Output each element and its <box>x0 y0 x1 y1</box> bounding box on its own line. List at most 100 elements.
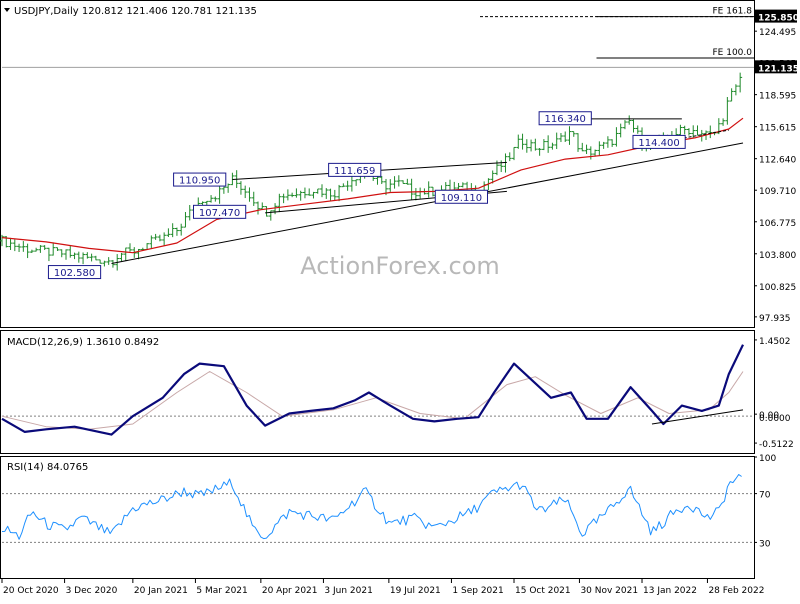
ohlc-bar <box>695 125 700 136</box>
fibo-level-label: FE 161.8 <box>713 7 753 17</box>
ohlc-bar <box>21 241 26 252</box>
ohlc-bar <box>106 257 111 265</box>
ohlc-bar <box>230 172 235 186</box>
ohlc-bar <box>68 246 73 258</box>
ohlc-bar <box>558 133 563 143</box>
ohlc-bar <box>251 191 256 206</box>
x-tick-label: 20 Jan 2021 <box>134 586 188 596</box>
ohlc-bar <box>345 180 350 191</box>
ohlc-bar <box>320 184 325 198</box>
annotation-box <box>632 134 686 149</box>
price-y-tick-label: 118.595 <box>759 92 796 102</box>
ohlc-bar <box>354 179 359 186</box>
annotation-box <box>538 111 592 126</box>
ohlc-bar <box>691 125 696 138</box>
ohlc-bar <box>85 252 90 259</box>
rsi-panel-frame <box>0 456 755 579</box>
ohlc-bar <box>81 252 86 265</box>
ohlc-bar <box>460 182 465 188</box>
ohlc-bar <box>324 188 329 199</box>
ohlc-bar <box>307 188 312 196</box>
ohlc-bar <box>682 125 687 135</box>
ohlc-bar <box>183 211 188 228</box>
ema-line <box>1 117 744 254</box>
ohlc-bar <box>580 142 585 152</box>
current-price-label-box <box>755 60 797 74</box>
ohlc-bar <box>302 187 307 199</box>
ohlc-bar <box>392 176 397 189</box>
ohlc-bar <box>337 184 342 202</box>
chevron-down-icon[interactable] <box>4 8 10 12</box>
price-y-tick-label: 115.615 <box>759 124 796 134</box>
price-y-tick-label: 112.640 <box>759 156 796 166</box>
rsi-y-tick-label: 30 <box>759 539 771 549</box>
ohlc-bar <box>729 88 734 102</box>
ohlc-bar <box>733 84 738 96</box>
ohlc-bar <box>614 127 619 147</box>
price-annotation: 114.400 <box>632 134 686 149</box>
macd-layer <box>1 344 754 436</box>
ohlc-bar <box>541 139 546 151</box>
ohlc-bar <box>571 131 576 137</box>
price-annotation: 107.470 <box>193 204 247 219</box>
ohlc-bar <box>349 175 354 192</box>
ohlc-bar <box>76 251 81 263</box>
annotation-text: 102.580 <box>54 268 95 279</box>
ohlc-bar <box>174 227 179 236</box>
price-annotation: 116.340 <box>538 111 592 126</box>
watermark: ActionForex.com <box>300 252 500 280</box>
annotation-text: 116.340 <box>545 114 586 125</box>
ohlc-bar <box>29 249 34 254</box>
annotation-text: 107.470 <box>199 208 240 219</box>
ohlc-bar <box>311 191 316 199</box>
ohlc-bar <box>98 259 103 264</box>
annotation-box <box>47 265 102 280</box>
ohlc-bar <box>388 179 393 192</box>
ohlc-bar <box>38 245 43 253</box>
current-price-label-text: 121.135 <box>758 64 799 74</box>
fibo-price-label-text: 125.850 <box>758 14 799 24</box>
ohlc-bar <box>64 249 69 260</box>
axes-layer: 124.495121.565118.595115.615112.640109.7… <box>1 9 799 596</box>
ohlc-bar <box>516 134 521 149</box>
ohlc-bar <box>379 175 384 185</box>
x-tick-label: 1 Sep 2021 <box>452 586 503 596</box>
macd-trendline <box>651 409 744 425</box>
ohlc-bar <box>140 247 145 251</box>
ohlc-bar <box>686 128 691 136</box>
ohlc-bar <box>59 249 64 258</box>
macd-title: MACD(12,26,9) 1.3610 0.8492 <box>7 337 159 348</box>
x-tick-label: 20 Apr 2021 <box>262 586 318 596</box>
ohlc-bar <box>46 247 51 262</box>
chart-header: USDJPY,Daily 120.812 121.406 120.781 121… <box>14 6 257 17</box>
ohlc-bar <box>622 120 627 130</box>
price-annotation: 109.110 <box>434 189 488 204</box>
ohlc-bar <box>725 97 730 125</box>
ohlc-bar <box>238 181 243 195</box>
ohlc-bar <box>209 195 214 203</box>
ohlc-bar <box>426 181 431 198</box>
ohlc-bar <box>529 139 534 152</box>
ohlc-bar <box>72 252 77 260</box>
price-y-tick-label: 100.825 <box>759 283 796 293</box>
ohlc-bar <box>149 235 154 249</box>
ohlc-bar <box>533 138 538 151</box>
annotation-box <box>193 204 247 219</box>
ohlc-bar <box>42 245 47 251</box>
ohlc-bar <box>102 260 107 267</box>
ohlc-bar <box>537 147 542 156</box>
ohlc-bar <box>546 135 551 153</box>
price-annotation: 110.950 <box>173 172 227 187</box>
trendline-main-support <box>111 142 744 264</box>
ohlc-bar <box>179 223 184 236</box>
macd-zero-label: 0.0000 <box>759 414 791 424</box>
ohlc-bar <box>520 133 525 150</box>
ohlc-bar <box>93 255 98 261</box>
ohlc-bar <box>247 187 252 202</box>
x-tick-label: 3 Jun 2021 <box>324 586 372 596</box>
x-tick-label: 30 Nov 2021 <box>580 586 638 596</box>
ohlc-bar <box>618 123 623 138</box>
rsi-y-tick-label: 70 <box>759 491 771 501</box>
fibo-level-label: FE 100.0 <box>713 48 753 58</box>
